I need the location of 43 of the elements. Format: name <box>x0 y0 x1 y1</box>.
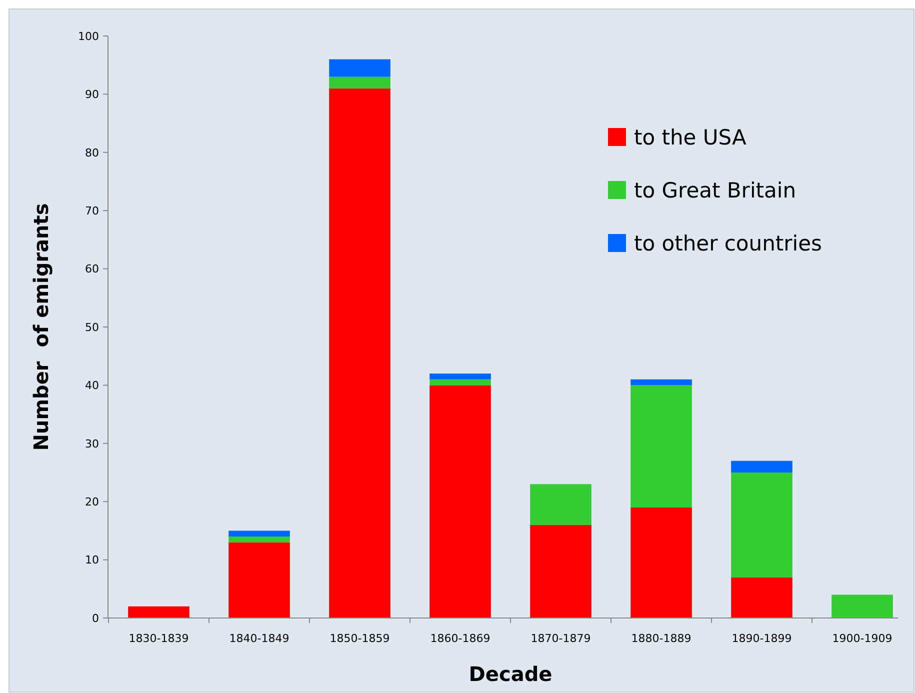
y-tick-label: 20 <box>85 495 99 508</box>
x-tick-label: 1880-1889 <box>631 632 692 645</box>
y-tick-label: 80 <box>85 146 99 160</box>
y-tick-label: 60 <box>85 262 99 276</box>
bar <box>731 577 792 618</box>
y-tick-label: 40 <box>85 379 99 392</box>
bar <box>530 484 592 525</box>
bar <box>630 379 692 386</box>
x-tick-label: 1830-1839 <box>128 632 189 645</box>
bar <box>228 530 290 537</box>
x-tick-label: 1870-1879 <box>530 632 591 645</box>
x-tick-label: 1860-1869 <box>430 632 490 645</box>
x-tick-label: 1840-1849 <box>229 632 290 645</box>
bar <box>228 542 290 618</box>
y-tick-label: 50 <box>85 320 99 334</box>
bar <box>128 606 190 618</box>
bar <box>731 472 792 578</box>
bar <box>530 524 592 618</box>
bar <box>430 374 491 380</box>
y-tick-label: 70 <box>85 204 99 218</box>
legend-label: to other countries <box>634 231 822 256</box>
x-tick-label: 1890-1899 <box>732 632 792 645</box>
y-tick-label: 100 <box>78 30 99 43</box>
y-tick-label: 10 <box>85 554 99 567</box>
bar <box>329 88 390 618</box>
bar <box>430 385 491 618</box>
bar <box>630 507 692 618</box>
y-tick-label: 30 <box>85 437 99 450</box>
bar <box>731 460 792 472</box>
bar <box>228 536 290 542</box>
bar <box>329 76 390 88</box>
bar <box>430 379 491 386</box>
x-tick-label: 1900-1909 <box>832 632 892 645</box>
bar <box>329 59 390 77</box>
x-axis-title: Decade <box>468 662 552 686</box>
y-axis-title: Number of emigrants <box>29 203 53 451</box>
legend-label: to Great Britain <box>634 178 796 202</box>
x-tick-label: 1850-1859 <box>330 632 390 645</box>
bar <box>832 594 893 618</box>
legend-label: to the USA <box>634 125 747 150</box>
y-tick-label: 90 <box>85 88 99 102</box>
bar <box>630 385 692 508</box>
y-tick-label: 0 <box>92 612 99 625</box>
